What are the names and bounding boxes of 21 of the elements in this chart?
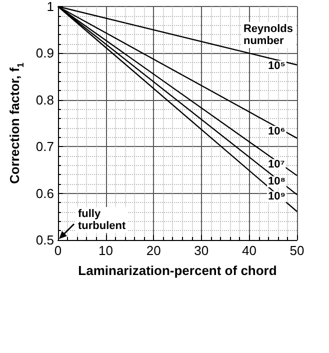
series-label: 10⁵ — [268, 60, 286, 72]
series-label: 10⁶ — [268, 125, 286, 138]
x-tick-label: 0 — [54, 243, 62, 258]
y-tick-label: 1 — [46, 0, 54, 14]
x-axis-title: Laminarization-percent of chord — [78, 263, 277, 278]
y-tick-label: 0.8 — [36, 92, 54, 108]
series-label: 10⁹ — [268, 190, 286, 203]
series-label: 10⁸ — [268, 176, 286, 188]
x-tick-label: 20 — [146, 243, 161, 258]
annotation: fully turbulent — [78, 208, 126, 232]
x-tick-label: 50 — [290, 243, 304, 258]
x-tick-label: 30 — [194, 243, 209, 258]
y-axis-title: Correction factor, f1 — [7, 62, 26, 184]
y-tick-label: 0.7 — [36, 139, 54, 154]
y-tick-label: 0.9 — [36, 46, 54, 61]
x-tick-label: 10 — [98, 243, 114, 258]
x-tick-label: 40 — [242, 243, 256, 258]
y-tick-label: 0.6 — [36, 186, 54, 201]
series-label: 10⁷ — [268, 158, 286, 171]
y-tick-label: 0.5 — [36, 232, 54, 248]
annotation: Reynolds number — [243, 23, 294, 47]
